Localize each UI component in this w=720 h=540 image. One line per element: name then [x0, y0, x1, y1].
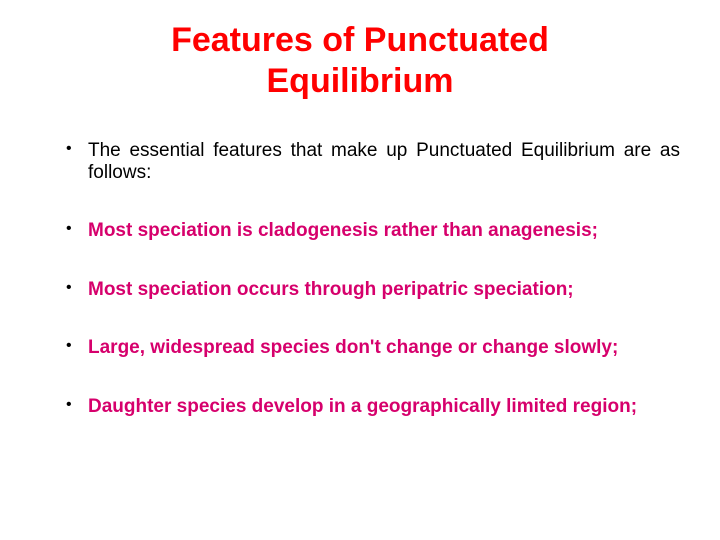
bullet-item-3: Large, widespread species don't change o… — [60, 337, 680, 359]
bullet-item-1-text: Most speciation is cladogenesis rather t… — [88, 220, 598, 241]
bullet-item-2: Most speciation occurs through peripatri… — [60, 279, 680, 301]
slide-title: Features of Punctuated Equilibrium — [40, 20, 680, 102]
bullet-item-4: Daughter species develop in a geographic… — [60, 396, 680, 418]
bullet-item-4-text: Daughter species develop in a geographic… — [88, 396, 637, 417]
bullet-item-3-text: Large, widespread species don't change o… — [88, 337, 618, 358]
bullet-intro-text: The essential features that make up Punc… — [88, 140, 680, 183]
bullet-intro: The essential features that make up Punc… — [60, 140, 680, 185]
bullet-list: The essential features that make up Punc… — [40, 140, 680, 418]
bullet-item-1: Most speciation is cladogenesis rather t… — [60, 220, 680, 242]
bullet-item-2-text: Most speciation occurs through peripatri… — [88, 279, 574, 300]
